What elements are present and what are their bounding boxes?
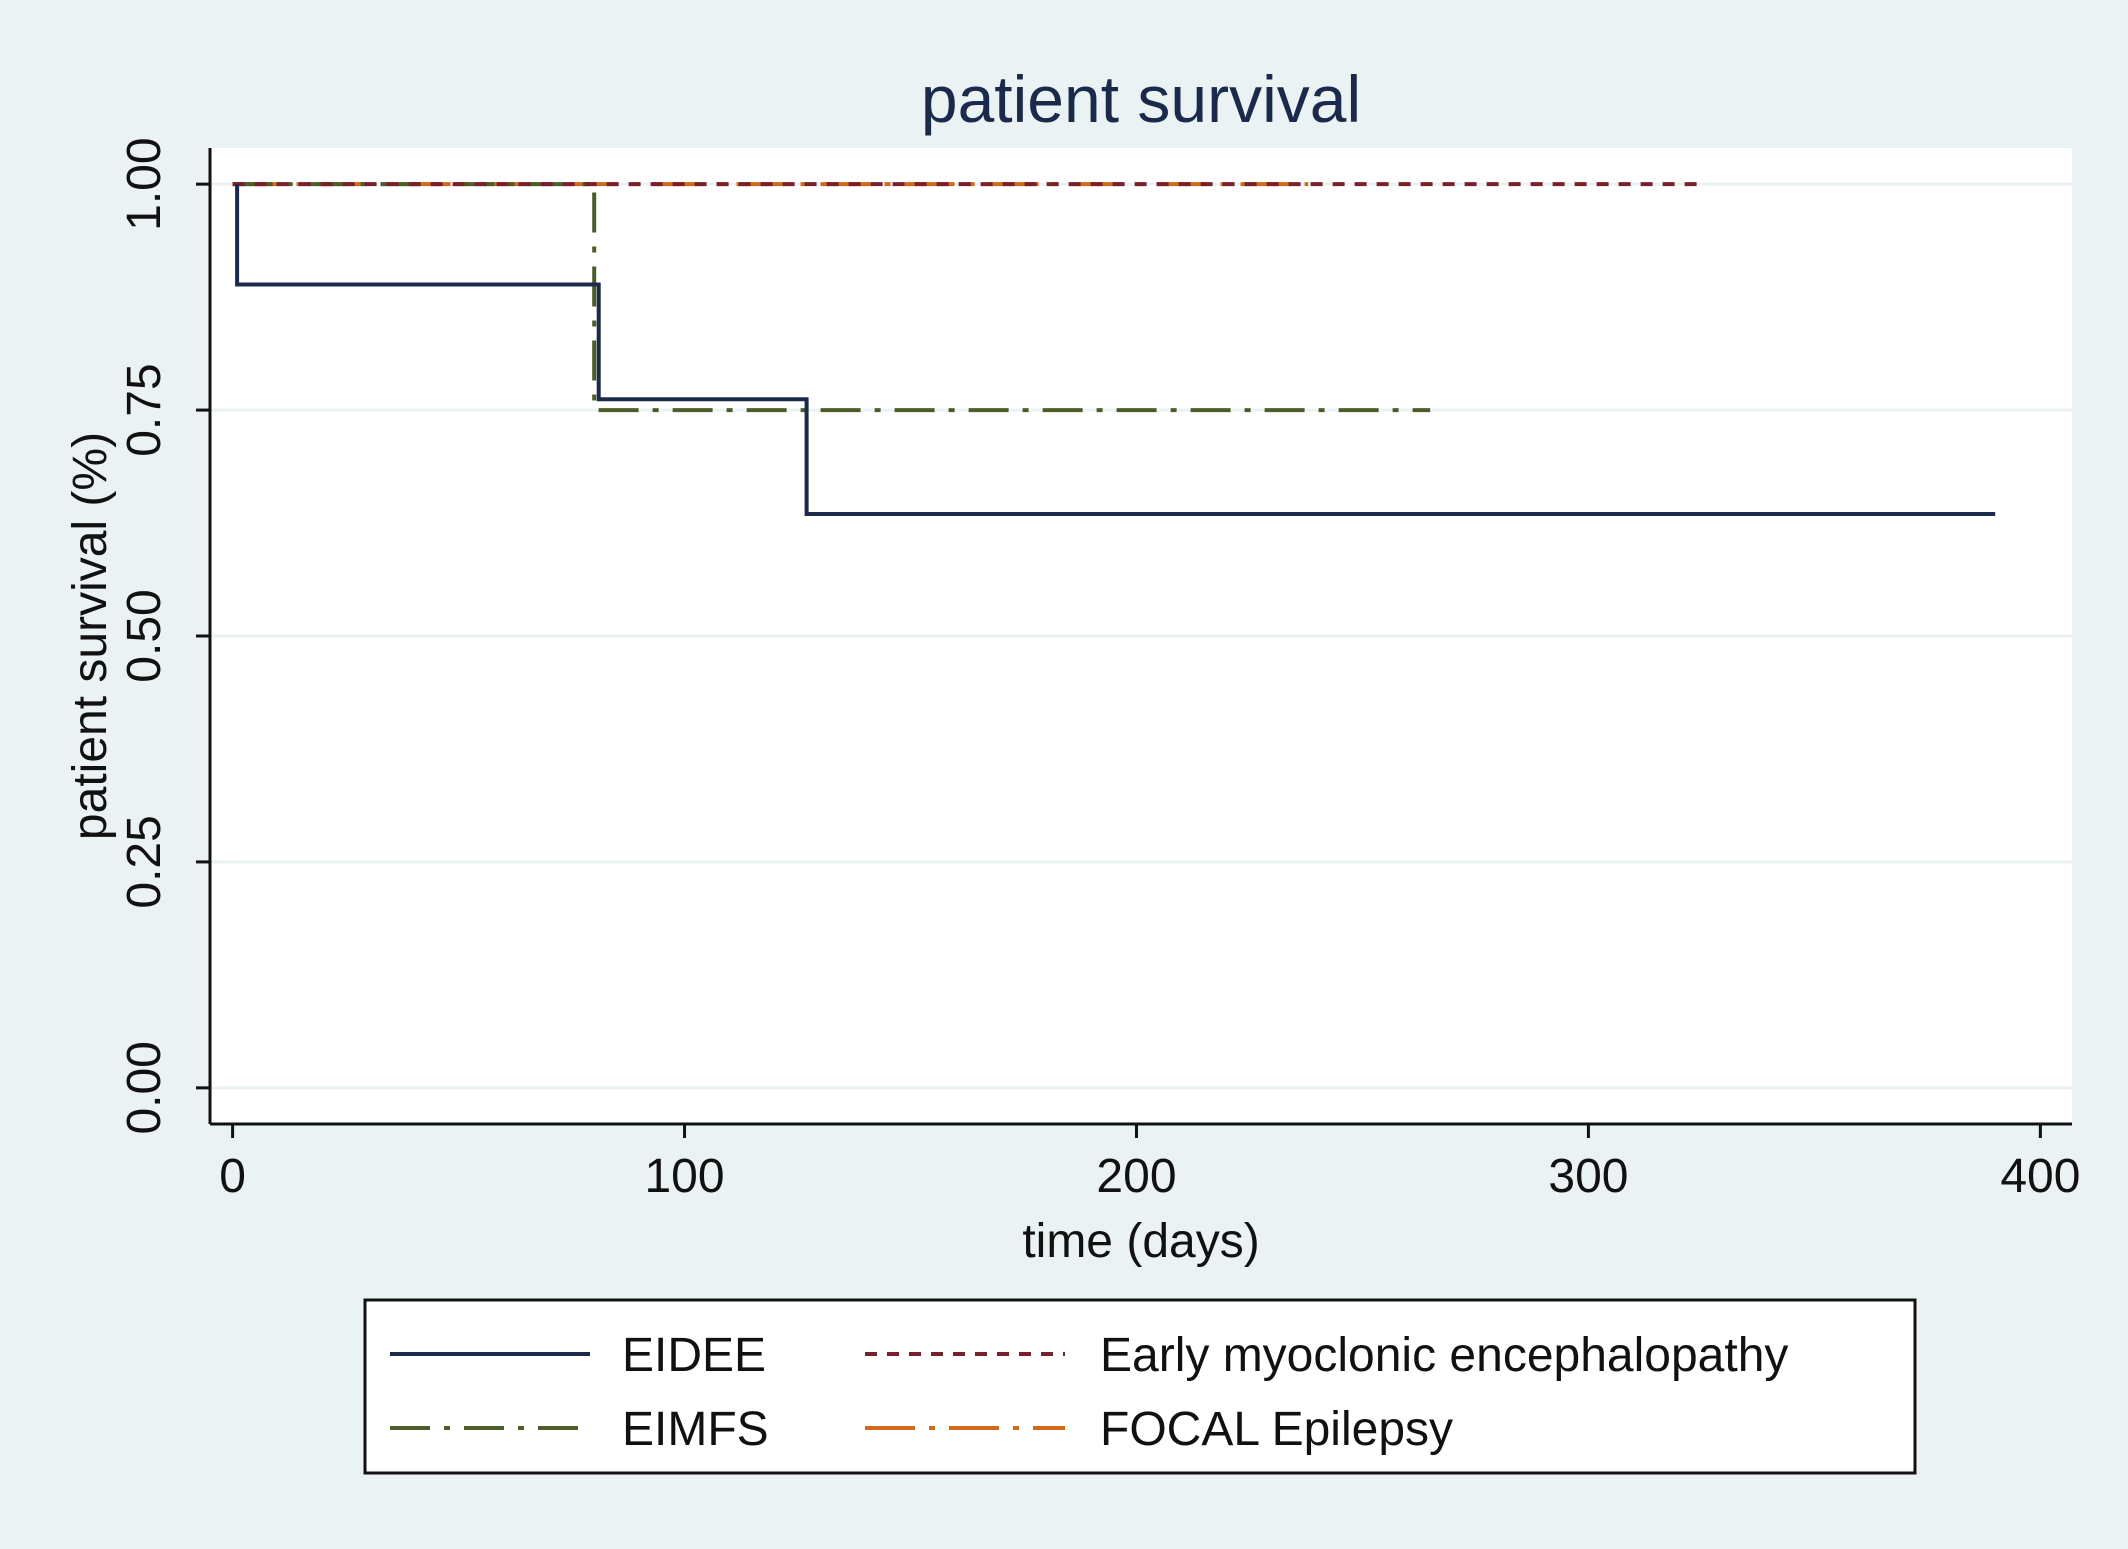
x-tick-label: 100 [644,1150,724,1203]
y-axis-title: patient survival (%) [64,432,117,840]
x-tick-label: 400 [2000,1150,2080,1203]
series-lines [232,182,1996,516]
y-tick-label: 0.50 [118,589,171,682]
legend-label: EIMFS [622,1403,769,1456]
x-tick-label: 0 [219,1150,246,1203]
legend [363,1298,1917,1475]
y-tick-label: 0.00 [118,1041,171,1134]
y-tick-label: 1.00 [118,137,171,230]
series-line-eidee [235,184,1996,516]
x-tick-label: 300 [1548,1150,1628,1203]
axis-ticks: 0.00 0.25 0.50 0.75 1.00 0 100 200 300 400 [118,137,2080,1203]
legend-label: EIDEE [622,1329,766,1382]
y-tick-label: 0.75 [118,363,171,456]
legend-entries: EIDEE Early myoclonic encephalopathy EIMFS… [390,1329,1788,1456]
legend-label: Early myoclonic encephalopathy [1100,1329,1788,1382]
x-tick-label: 200 [1096,1150,1176,1203]
y-tick-label: 0.25 [118,815,171,908]
chart-title: patient survival [921,62,1361,136]
x-axis-title: time (days) [1022,1215,1259,1268]
legend-label: FOCAL Epilepsy [1100,1403,1453,1456]
